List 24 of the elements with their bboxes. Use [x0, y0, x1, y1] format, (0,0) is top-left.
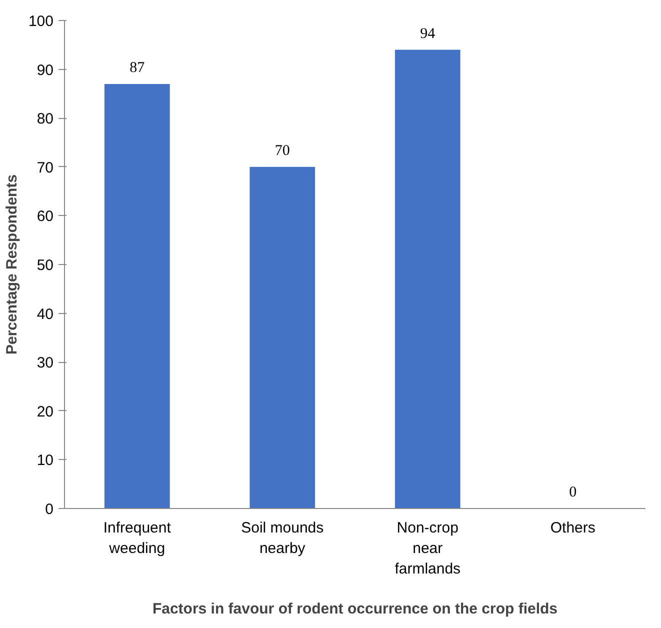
x-tick-label: Non-crop near farmlands	[394, 520, 461, 578]
x-tick-label: Others	[550, 520, 596, 536]
y-axis-title: Percentage Respondents	[3, 174, 20, 355]
data-label: 70	[274, 142, 290, 159]
y-tick-label: 70	[36, 159, 54, 176]
x-tick-label: Soil mounds nearby	[241, 520, 324, 557]
bar	[104, 84, 170, 508]
y-tick-label: 100	[28, 13, 54, 30]
x-tick-label: Infrequent weeding	[103, 520, 172, 557]
data-label: 94	[420, 26, 436, 42]
x-axis-title: Factors in favour of rodent occurrence on the crop fields	[152, 600, 558, 618]
y-tick-label: 50	[36, 257, 54, 274]
y-tick-label: 30	[36, 354, 54, 372]
y-tick-label: 80	[36, 110, 54, 128]
y-tick-label: 90	[36, 62, 54, 79]
data-label: 0	[569, 484, 577, 500]
y-tick-label: 0	[45, 501, 54, 518]
y-tick-label: 60	[36, 208, 54, 226]
bar	[250, 166, 316, 508]
y-tick-label: 10	[36, 452, 54, 470]
y-tick-label: 20	[36, 403, 54, 420]
bar	[394, 50, 460, 508]
data-label: 87	[130, 60, 146, 76]
y-tick-label: 40	[36, 306, 54, 323]
